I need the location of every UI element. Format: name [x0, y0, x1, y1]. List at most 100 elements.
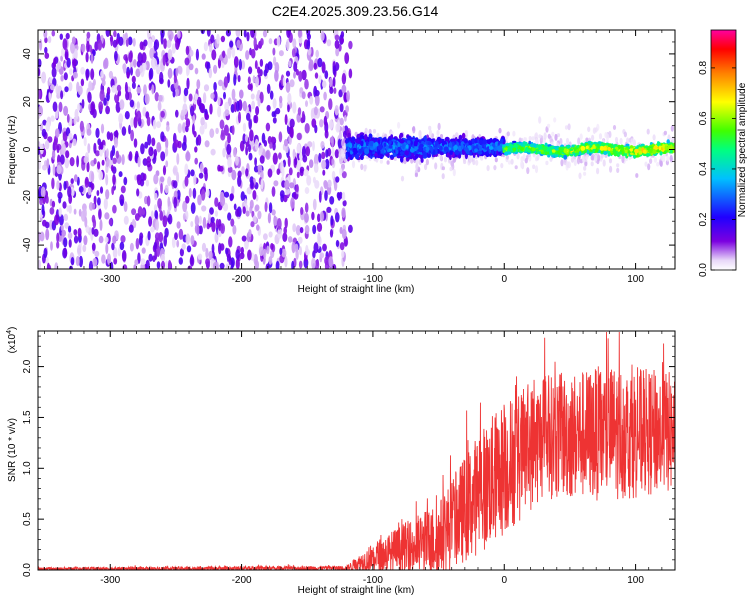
spectrogram-cell	[137, 156, 141, 168]
spectrogram-cell	[73, 235, 79, 244]
spectrogram-cell	[200, 189, 206, 201]
spectrogram-cell	[72, 58, 77, 66]
spectrogram-cell	[65, 32, 70, 40]
spectrogram-cell	[340, 37, 344, 44]
spectrogram-cell	[418, 130, 422, 138]
spectrogram-cell	[201, 205, 207, 212]
spectrogram-cell	[38, 88, 41, 100]
spectrogram-cell	[144, 141, 149, 149]
spectrogram-cell	[409, 147, 415, 153]
spectrogram-cell	[147, 134, 152, 146]
spectrogram-cell	[223, 91, 226, 100]
spectrogram-cell	[271, 186, 276, 197]
spectrogram-cell	[88, 80, 93, 92]
spectrogram-cell	[474, 148, 478, 153]
spectrogram-cell	[100, 123, 105, 134]
spectrogram-cell	[128, 124, 131, 135]
spectrogram-cell	[204, 108, 208, 115]
spectrogram-cell	[467, 145, 472, 151]
spectrogram-cell	[56, 241, 60, 249]
spectrogram-cell	[623, 131, 628, 138]
spectrogram-cell	[116, 84, 122, 92]
spectrogram-cell	[213, 90, 218, 103]
spectrogram-cell	[155, 219, 160, 231]
spectrogram-cell	[609, 165, 613, 173]
spectrogram-cell	[224, 191, 230, 198]
spectrogram-cell	[318, 190, 322, 203]
spectrogram-cell	[347, 132, 351, 138]
spectrogram-cell	[176, 239, 180, 248]
spectrogram-cell	[44, 140, 50, 150]
spectrogram-cell	[314, 124, 318, 134]
spectrogram-cell	[83, 235, 88, 246]
spectrogram-cell	[414, 146, 419, 150]
spectrogram-cell	[322, 169, 326, 176]
spectrogram-cell	[324, 129, 329, 139]
spectrogram-cell	[662, 151, 667, 154]
spectrogram-cell	[253, 37, 257, 49]
spectrogram-cell	[228, 256, 232, 266]
spectrogram-cell	[224, 101, 230, 112]
spectrogram-cell	[38, 58, 42, 68]
spectrogram-cell	[342, 130, 347, 138]
spectrogram-cell	[348, 224, 353, 233]
spectrogram-cell	[128, 224, 134, 233]
spectrogram-cell	[201, 53, 206, 60]
spectrogram-cell	[110, 164, 114, 172]
spectrogram-cell	[543, 132, 547, 141]
spectrogram-cell	[261, 132, 266, 144]
spectrogram-cell	[337, 119, 340, 131]
spectrogram-cell	[84, 176, 90, 188]
spectrogram-cell	[97, 197, 101, 206]
spectrogram-cell	[547, 133, 551, 139]
spectrogram-cell	[352, 147, 358, 154]
spectrogram-cell	[649, 158, 653, 165]
spectrogram-cell	[304, 123, 310, 134]
spectrogram-cell	[118, 36, 124, 46]
spectrogram-cell	[259, 155, 265, 164]
spectrogram-cell	[186, 245, 192, 253]
spectrogram-cell	[461, 150, 466, 155]
spectrogram-cell	[271, 111, 275, 118]
spectrogram-cell	[164, 184, 169, 194]
spectrogram-cell	[376, 132, 380, 139]
spectrogram-cell	[547, 123, 551, 128]
spectrogram-cell	[281, 248, 287, 258]
spectrogram-cell	[131, 208, 137, 216]
spectrogram-cell	[153, 174, 159, 185]
spectrogram-cell	[345, 154, 349, 160]
spectrogram-cell	[68, 68, 73, 75]
spectrogram-cell	[64, 51, 69, 60]
spectrogram-cell	[441, 166, 445, 171]
spectrogram-cell	[113, 30, 117, 38]
spectrogram-cell	[297, 236, 303, 244]
spectrogram-cell	[39, 231, 45, 242]
spectrogram-cell	[130, 67, 133, 76]
spectrogram-cell	[341, 228, 347, 240]
spectrogram-cell	[304, 224, 310, 235]
spectrogram-cell	[80, 78, 85, 87]
spectrogram-cell	[323, 115, 328, 127]
spectrogram-cell	[301, 69, 307, 81]
spectrogram-cell	[184, 210, 189, 221]
spectrogram-cell	[113, 137, 119, 149]
spectrogram-cell	[160, 253, 166, 263]
spectrogram-cell	[225, 30, 231, 37]
spectrogram-cell	[313, 62, 317, 70]
spectrogram-cell	[449, 150, 453, 155]
spectrogram-cell	[105, 105, 110, 115]
spectrogram-cell	[68, 225, 72, 233]
spectrogram-cell	[246, 31, 250, 42]
spectrogram-cell	[184, 175, 189, 187]
spectrogram-cell	[156, 261, 161, 269]
spectrogram-cell	[45, 121, 51, 132]
spectrogram-cell	[54, 214, 60, 226]
spectrogram-cell	[110, 150, 114, 161]
spectrogram-cell	[594, 154, 598, 162]
spectrogram-cell	[72, 138, 77, 147]
spectrogram-cell	[248, 144, 251, 153]
spectrogram-cell	[272, 117, 277, 124]
spectrogram-cell	[319, 119, 324, 128]
spectrogram-cell	[439, 134, 444, 139]
spectrogram-cell	[663, 130, 668, 136]
